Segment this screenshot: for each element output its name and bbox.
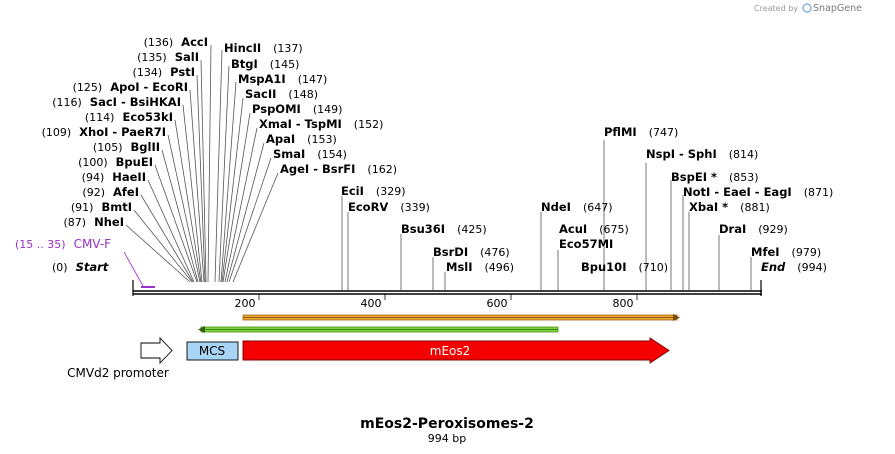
svg-text:(15 .. 35)CMV-F: (15 .. 35) CMV-F (15, 237, 111, 251)
tick-400: 400 (361, 297, 382, 310)
site-drai: DraI (929) (719, 222, 788, 236)
site-xbai: XbaI * (881) (689, 200, 770, 214)
site-nhei: (87) NheI (64, 215, 124, 229)
mid-site-labels: EciI (329) EcoRV (339) Bsu36I (425) BsrDI (4… (341, 184, 668, 274)
ruler: 200 400 600 800 (235, 294, 638, 310)
dna-backbone (132, 280, 762, 296)
site-ecii: EciI (329) (341, 184, 406, 198)
promoter-arrow-icon (140, 336, 173, 365)
cmv-promoter-label: CMVd2 promoter (67, 366, 169, 380)
site-msli: MslI (496) (446, 260, 514, 274)
end-marker: End (994) (761, 260, 827, 274)
site-btgi: BtgI (145) (231, 57, 299, 71)
snapgene-credit: Created by SnapGene (754, 3, 862, 14)
site-nspi-sphi: NspI - SphI (814) (646, 147, 758, 161)
site-bpuei: (100) BpuEI (78, 155, 153, 169)
site-acui: AcuI (675) (559, 222, 629, 236)
orf-green-arrow-icon (198, 326, 205, 333)
end-pos: (994) (797, 261, 827, 274)
right-cluster-labels: HincII (137) BtgI (145) MspA1I (147) SacII(… (224, 41, 397, 176)
start-marker: (0) Start (52, 260, 109, 274)
svg-text:(0)Start: (0) Start (52, 260, 109, 274)
site-xmai-tspmi: XmaI - TspMI (152) (259, 117, 383, 131)
site-afei: (92) AfeI (82, 185, 139, 199)
site-apai: ApaI (153) (266, 132, 337, 146)
site-mfei: MfeI (979) (751, 245, 821, 259)
primer-pos: (15 .. 35) (15, 238, 66, 251)
site-xhoi-paer7i: (109) XhoI - PaeR7I (42, 125, 166, 139)
mcs-label: MCS (199, 344, 225, 358)
site-eco57mi: Eco57MI (559, 237, 613, 251)
site-agei-bsrfi: AgeI - BsrFI (162) (280, 162, 397, 176)
site-psti: (134) PstI (133, 65, 195, 79)
orf-green (198, 326, 559, 333)
site-saci-bsihkai: (116) SacI - BsiHKAI (52, 95, 181, 109)
credit-prefix: Created by (754, 4, 798, 13)
site-bsu36i: Bsu36I (425) (401, 222, 487, 236)
site-bglii: (105) BglII (93, 140, 160, 154)
site-bspei: BspEI * (853) (671, 170, 759, 184)
credit-brand: SnapGene (813, 3, 862, 14)
primer-cmv-f: (15 .. 35) CMV-F (15, 237, 155, 288)
start-pos: (0) (52, 261, 68, 274)
site-apoi-ecori: (125) ApoI - EcoRI (73, 80, 188, 94)
site-bsrdi: BsrDI (476) (433, 245, 510, 259)
site-ndei: NdeI (647) (541, 200, 613, 214)
site-pflmi: PflMI (747) (604, 125, 678, 139)
site-hincii: HincII (137) (224, 41, 303, 55)
svg-text:End(994): End (994) (761, 260, 827, 274)
meos2-label: mEos2 (430, 344, 471, 358)
site-mspa1i: MspA1I (147) (238, 72, 327, 86)
orf-orange (242, 314, 680, 321)
site-haeii: (94) HaeII (82, 170, 146, 184)
site-sali: (135) SalI (137, 50, 199, 64)
feature-meos2[interactable]: mEos2 (242, 337, 670, 364)
meos2-arrow-icon (242, 337, 670, 364)
site-noti-eaei-eagi: NotI - EaeI - EagI (871) (683, 185, 833, 199)
far-site-labels: PflMI (747) NspI - SphI (814) BspEI * (853) … (604, 125, 833, 259)
site-connectors (341, 140, 752, 290)
site-sacii: SacII (148) (245, 87, 318, 101)
map-title: mEos2-Peroxisomes-2 (360, 416, 534, 432)
tick-200: 200 (235, 297, 256, 310)
tick-800: 800 (613, 297, 634, 310)
site-pspomi: PspOMI (149) (252, 102, 342, 116)
feature-cmv-promoter[interactable]: CMVd2 promoter (67, 336, 173, 380)
site-eco53ki: (114) Eco53kI (85, 110, 173, 124)
site-ecorv: EcoRV (339) (348, 200, 430, 214)
feature-mcs[interactable]: MCS (186, 341, 239, 361)
tick-600: 600 (487, 297, 508, 310)
orf-orange-arrow-icon (673, 314, 680, 321)
left-cluster-labels: (136) AccI (135) SalI (134) PstI (125) ApoI -… (42, 35, 208, 229)
end-label: End (761, 260, 786, 274)
primer-label: CMV-F (74, 237, 112, 251)
site-acci: (136) AccI (144, 35, 208, 49)
map-length: 994 bp (428, 432, 466, 445)
snapgene-logo-icon (802, 3, 812, 13)
site-bpu10i: Bpu10I (710) (581, 260, 668, 274)
site-smai: SmaI (154) (273, 147, 347, 161)
left-cluster-connectors (125, 44, 212, 283)
site-bmti: (91) BmtI (71, 200, 132, 214)
start-label: Start (76, 260, 109, 274)
right-cluster-connectors (214, 49, 279, 283)
